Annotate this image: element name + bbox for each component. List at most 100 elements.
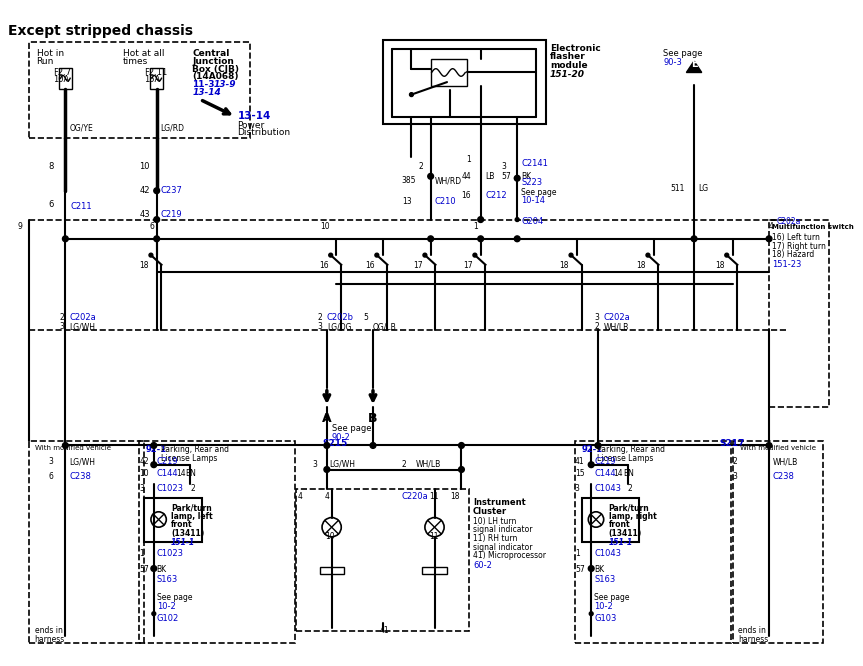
Text: 16: 16 [319,261,329,270]
Text: 2: 2 [594,322,599,332]
Text: Instrument: Instrument [473,498,526,507]
Text: Run: Run [36,57,54,66]
Text: 60-2: 60-2 [473,561,492,570]
Bar [296,489,469,631]
Circle shape [154,236,160,242]
Text: C219: C219 [157,457,179,466]
Text: (14A068): (14A068) [192,73,239,81]
Text: 3: 3 [501,162,507,171]
Circle shape [725,253,728,257]
Circle shape [428,236,433,242]
Text: 1: 1 [473,222,478,232]
Circle shape [423,253,427,257]
Text: 41) Microprocessor: 41) Microprocessor [473,551,546,560]
Bar [59,68,72,89]
Text: Box (CJB): Box (CJB) [192,65,239,74]
Text: 13-9: 13-9 [213,80,236,89]
Text: LB: LB [486,172,494,180]
Circle shape [324,467,330,472]
Text: 6: 6 [48,472,53,482]
Text: 90-3: 90-3 [664,58,682,67]
Text: 1: 1 [466,155,471,164]
Text: C1043: C1043 [594,549,621,558]
Text: LG: LG [698,184,708,193]
Text: 4: 4 [298,492,303,501]
Text: 13-14: 13-14 [192,88,221,97]
Text: C219: C219 [594,457,615,466]
Text: B: B [369,412,378,425]
Text: OG/LB: OG/LB [373,322,397,332]
Text: Power: Power [237,121,265,130]
Text: G103: G103 [594,613,616,623]
Text: 13-14: 13-14 [237,111,271,121]
Text: 6: 6 [149,222,154,232]
Text: 18) Hazard: 18) Hazard [772,250,814,259]
Text: 15: 15 [575,469,584,478]
Text: S163: S163 [157,575,178,584]
Text: License Lamps: License Lamps [597,454,653,463]
Text: F2.11: F2.11 [144,68,167,77]
Text: 14: 14 [614,469,623,478]
Text: WH/LB: WH/LB [415,460,440,469]
Text: BK: BK [157,565,167,573]
Bar [319,567,343,574]
Circle shape [151,462,157,468]
Circle shape [62,443,68,448]
Text: LG/WH: LG/WH [69,457,95,466]
Text: S215: S215 [322,439,347,448]
Text: G204: G204 [521,216,544,226]
Text: 92-1: 92-1 [146,446,167,454]
Text: 41: 41 [575,457,584,466]
Circle shape [515,218,520,222]
Text: WH/LB: WH/LB [773,457,798,466]
Bar [582,498,639,541]
Text: 42: 42 [140,457,149,466]
Text: Except stripped chassis: Except stripped chassis [8,25,192,39]
Text: 511: 511 [670,184,684,193]
Circle shape [589,565,594,571]
Circle shape [766,443,772,448]
Text: 151-1: 151-1 [608,537,633,547]
Text: F2.7: F2.7 [53,68,71,77]
Circle shape [151,565,157,571]
Text: C1023: C1023 [157,549,184,558]
Text: 11: 11 [429,532,438,541]
Bar [382,40,546,125]
Text: 10) LH turn: 10) LH turn [473,517,516,525]
Text: See page: See page [594,593,630,601]
Bar [140,441,295,643]
Text: 6: 6 [48,200,54,209]
Text: 3: 3 [733,472,737,482]
Text: 16: 16 [462,190,471,200]
Circle shape [595,443,601,448]
Circle shape [458,443,464,448]
Text: 44: 44 [462,172,471,180]
Text: BN: BN [186,469,197,478]
Text: C144: C144 [594,469,615,478]
Text: 15A: 15A [144,75,161,85]
Text: G102: G102 [157,613,179,623]
Text: 57: 57 [140,565,149,573]
Text: C1043: C1043 [594,484,621,493]
Text: WH/RD: WH/RD [434,176,462,185]
Circle shape [766,236,772,242]
Text: C220a: C220a [402,492,429,501]
Polygon shape [686,61,702,73]
Circle shape [646,253,650,257]
Circle shape [370,443,376,448]
Text: 151-20: 151-20 [550,70,585,79]
Text: 11-3: 11-3 [192,80,215,89]
Bar [423,567,446,574]
Circle shape [569,253,573,257]
Circle shape [589,511,604,527]
Text: 17: 17 [413,261,423,270]
Text: 10: 10 [140,162,150,171]
Text: signal indicator: signal indicator [473,543,532,551]
Text: Park/turn: Park/turn [171,503,211,512]
Circle shape [425,517,444,537]
Text: 10-2: 10-2 [157,602,175,611]
Text: 3: 3 [318,322,322,332]
Text: BK: BK [521,172,531,180]
Text: flasher: flasher [550,53,586,61]
Text: With modified vehicle: With modified vehicle [35,446,110,452]
